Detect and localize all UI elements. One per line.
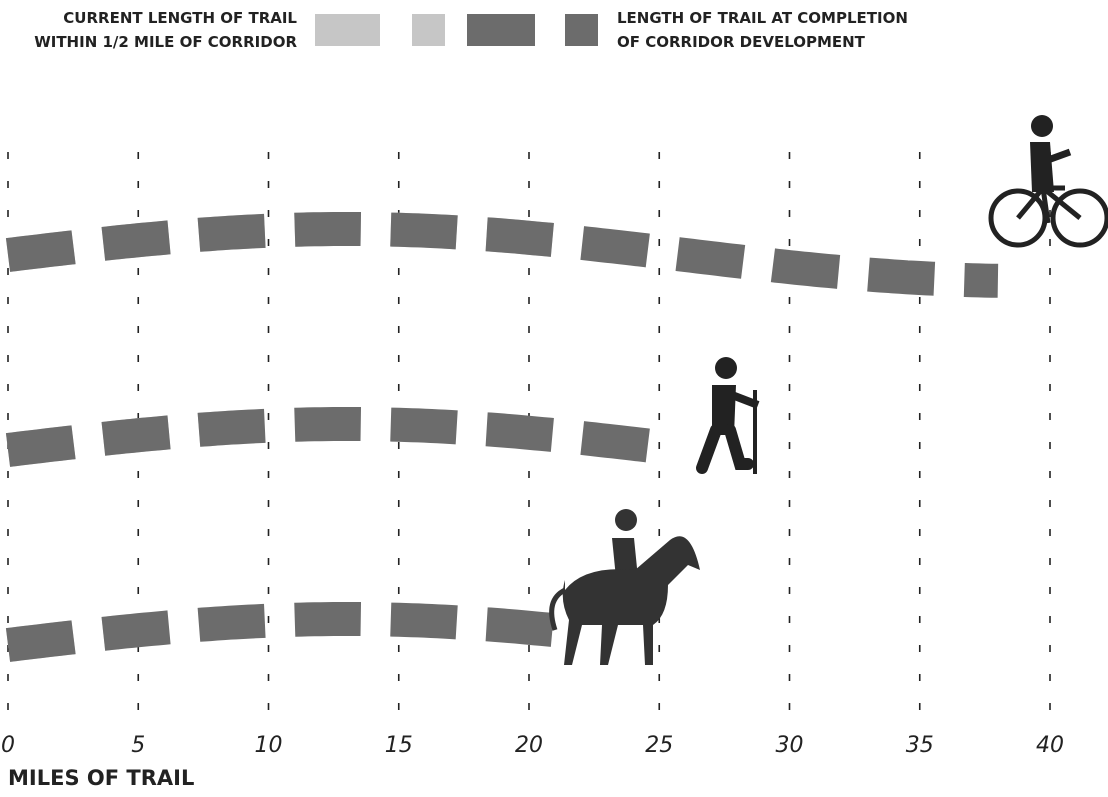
x-tick-label: 30	[776, 733, 804, 758]
horse-icon	[552, 509, 700, 665]
completion-bar	[8, 424, 672, 450]
legend-swatch	[315, 14, 380, 46]
x-tick-label: 15	[385, 733, 413, 758]
x-tick-label: 20	[515, 733, 543, 758]
legend-swatch	[412, 14, 445, 46]
completion-bar	[8, 229, 998, 281]
hiker-icon	[702, 357, 758, 474]
x-tick-label: 5	[131, 733, 145, 758]
x-tick-label: 25	[645, 733, 673, 758]
legend-swatch	[565, 14, 598, 46]
legend-swatch	[467, 14, 535, 46]
completion-bar	[8, 619, 568, 645]
x-tick-label: 10	[255, 733, 283, 758]
x-tick-label: 0	[1, 733, 15, 758]
current-bar	[8, 229, 555, 255]
bike-icon	[991, 115, 1107, 245]
chart: CURRENT LENGTH OF TRAIL WITHIN 1/2 MILE …	[0, 0, 1108, 797]
x-axis-label: MILES OF TRAIL	[8, 766, 194, 790]
x-tick-label: 40	[1036, 733, 1064, 758]
x-tick-label: 35	[906, 733, 934, 758]
plot: 40 35 30 25 20 15 10 5 0 MILES OF TRAIL	[0, 0, 1108, 797]
